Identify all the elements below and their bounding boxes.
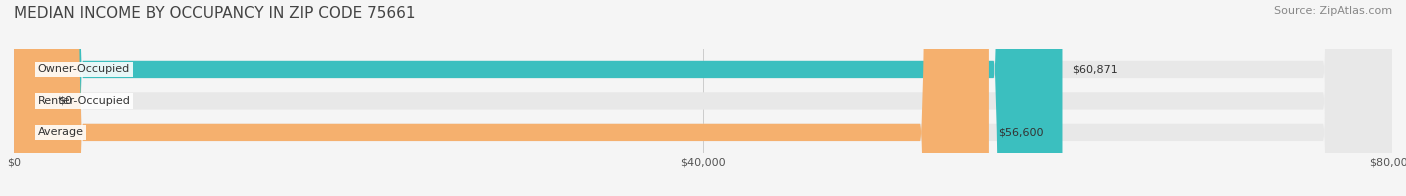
Text: Owner-Occupied: Owner-Occupied xyxy=(38,64,129,74)
Text: Average: Average xyxy=(38,127,83,137)
FancyBboxPatch shape xyxy=(14,0,32,196)
FancyBboxPatch shape xyxy=(14,0,1392,196)
FancyBboxPatch shape xyxy=(14,0,988,196)
FancyBboxPatch shape xyxy=(14,0,1392,196)
Text: $60,871: $60,871 xyxy=(1073,64,1118,74)
Text: $0: $0 xyxy=(58,96,72,106)
FancyBboxPatch shape xyxy=(14,0,1392,196)
Text: MEDIAN INCOME BY OCCUPANCY IN ZIP CODE 75661: MEDIAN INCOME BY OCCUPANCY IN ZIP CODE 7… xyxy=(14,6,416,21)
Text: Source: ZipAtlas.com: Source: ZipAtlas.com xyxy=(1274,6,1392,16)
Text: Renter-Occupied: Renter-Occupied xyxy=(38,96,131,106)
Text: $56,600: $56,600 xyxy=(998,127,1045,137)
FancyBboxPatch shape xyxy=(14,0,1063,196)
